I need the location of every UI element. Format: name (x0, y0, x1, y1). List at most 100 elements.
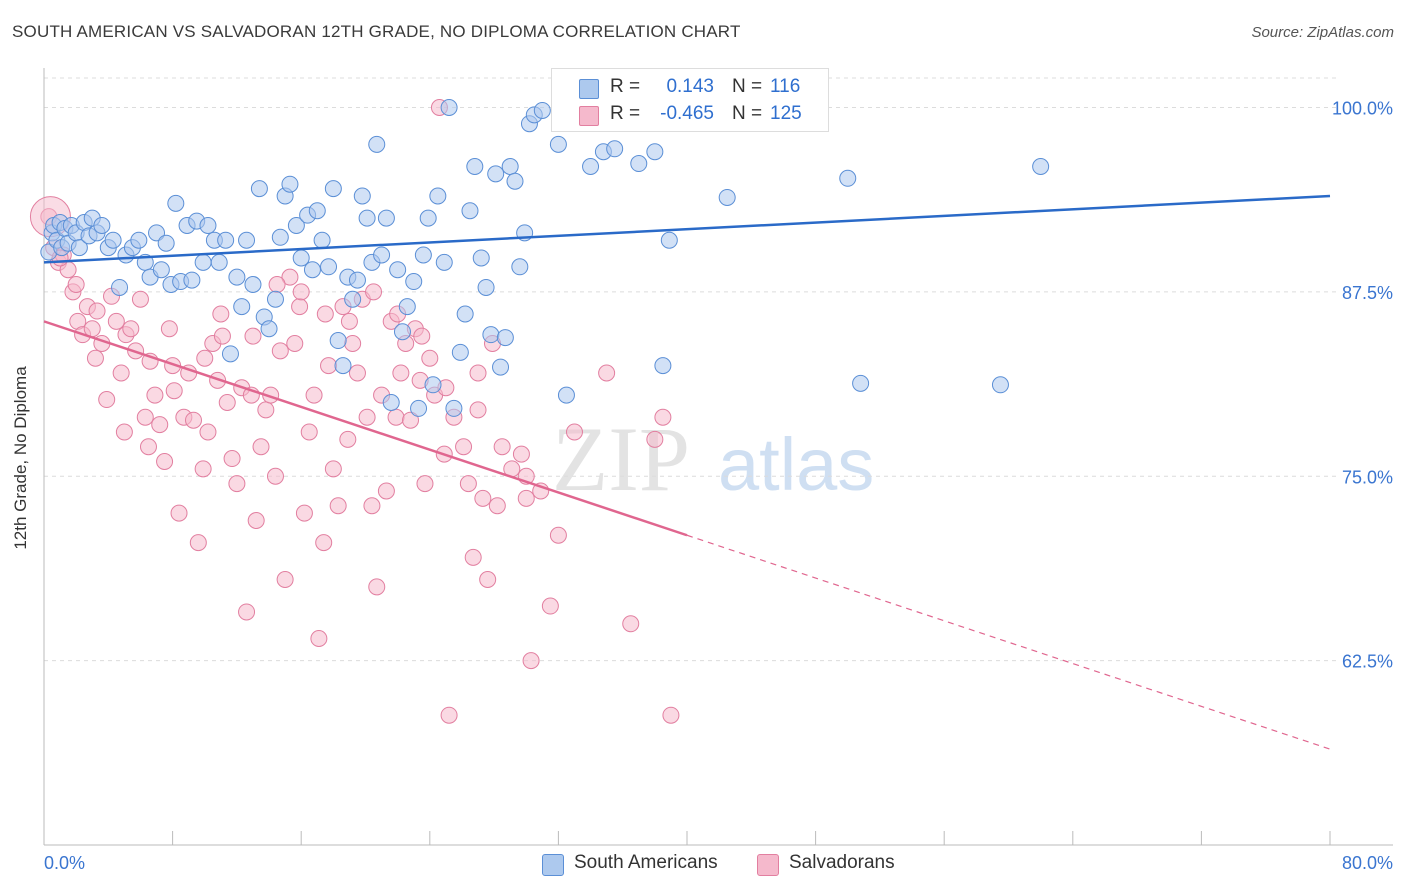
south-american-point (477, 278, 495, 296)
x-tick-label-min: 0.0% (44, 853, 85, 873)
salvadoran-point (522, 652, 540, 670)
salvadoran-point (622, 615, 640, 633)
south-american-point (582, 158, 600, 175)
salvadoran-point (107, 312, 125, 330)
south-american-point (410, 399, 428, 417)
salvadoran-point (86, 349, 104, 367)
salvadoran-point (348, 364, 366, 382)
salvadoran-point (228, 475, 246, 493)
south-american-point (461, 202, 479, 220)
watermark: ZIP atlas (552, 408, 874, 510)
south-american-point (429, 187, 447, 205)
salvadoran-point (316, 305, 334, 323)
y-tick-label: 75.0% (1342, 467, 1393, 487)
salvadoran-point (541, 597, 559, 615)
salvadoran-point (112, 364, 130, 382)
south-american-point (167, 194, 185, 212)
salvadoran-point (377, 482, 395, 500)
salvadoran-point (257, 401, 275, 419)
salvadoran-trendline (43, 320, 688, 537)
salvadoran-point (305, 386, 323, 404)
south-american-point (398, 298, 416, 316)
salvadoran-point (291, 298, 309, 316)
r-value: -0.465 (660, 103, 714, 124)
legend-label: South Americans (574, 852, 718, 873)
south-american-point (472, 249, 490, 267)
salvadoran-point (252, 438, 270, 456)
y-tick-label: 62.5% (1342, 652, 1393, 672)
south-american-point (839, 169, 857, 187)
south-american-point (70, 239, 88, 257)
salvadoran-point (292, 283, 310, 301)
salvadoran-point (212, 305, 230, 323)
south-american-point (424, 376, 442, 394)
salvadoran-point (194, 460, 212, 478)
salvadoran-point (469, 401, 487, 419)
x-tick-label-max: 80.0% (1342, 853, 1393, 873)
south-american-point (456, 305, 474, 323)
south-american-point (389, 261, 407, 279)
salvadoran-point (402, 411, 420, 429)
salvadoran-point (365, 283, 383, 301)
salvadoran-point (469, 364, 487, 382)
salvadoran-point (440, 706, 458, 724)
south-american-point (271, 228, 289, 246)
salvadoran-point (156, 453, 174, 470)
salvadoran-point (339, 430, 357, 448)
south-american-point (646, 143, 664, 161)
south-american-point (718, 188, 736, 206)
salvadoran-point (136, 408, 154, 426)
south-american-point (451, 343, 469, 361)
salvadoran-point (549, 526, 567, 544)
south-american-point (482, 326, 500, 344)
salvadoran-point (244, 327, 262, 345)
salvadoran-point (122, 320, 140, 338)
salvadoran-point (281, 268, 299, 286)
south-american-point (244, 276, 262, 293)
salvadoran-point (300, 423, 318, 441)
salvadoran-point (416, 475, 434, 493)
r-value: 0.143 (666, 76, 714, 97)
salvadoran-point (392, 364, 410, 382)
n-value: 125 (770, 103, 802, 124)
salvadoran-point (98, 391, 116, 409)
south-american-point (1032, 158, 1050, 175)
salvadoran-point (266, 467, 284, 485)
salvadoran-point (464, 548, 482, 566)
pink-swatch (579, 106, 599, 126)
south-american-point (194, 253, 212, 271)
south-american-point (852, 374, 870, 392)
south-american-point (111, 278, 129, 296)
salvadoran-point (146, 386, 164, 404)
salvadoran-point (151, 416, 169, 434)
salvadoran-point (320, 357, 338, 375)
salvadoran-point (654, 408, 672, 426)
south-american-point (549, 135, 567, 153)
salvadoran-point (115, 423, 133, 441)
salvadoran-point (517, 489, 535, 507)
south-american-point (377, 209, 395, 227)
south-american-point (511, 258, 529, 276)
stats-legend: R = 0.143 N = 116 R = -0.465 N = 125 (551, 68, 829, 132)
salvadoran-point (329, 497, 347, 515)
salvadoran-point (413, 327, 431, 345)
salvadoran-point (165, 382, 183, 400)
south-american-point (506, 172, 524, 190)
south-american-point (320, 258, 338, 276)
south-american-point (393, 323, 411, 341)
south-american-point (606, 140, 624, 158)
salvadoran-point (474, 489, 492, 507)
south-american-point (533, 101, 551, 119)
south-american-point (382, 394, 400, 411)
south-american-point (260, 320, 278, 338)
salvadoran-point (459, 475, 477, 493)
south-american-point (348, 271, 366, 289)
salvadoran-point (493, 438, 511, 456)
salvadoran-point (565, 423, 583, 441)
salvadoran-point (160, 320, 178, 338)
legend-row-salvadorans: R = -0.465 N = 125 (552, 101, 828, 127)
salvadoran-point (646, 430, 664, 448)
salvadoran-point (238, 603, 256, 621)
south-american-point (414, 246, 432, 264)
salvadoran-point (512, 445, 530, 463)
